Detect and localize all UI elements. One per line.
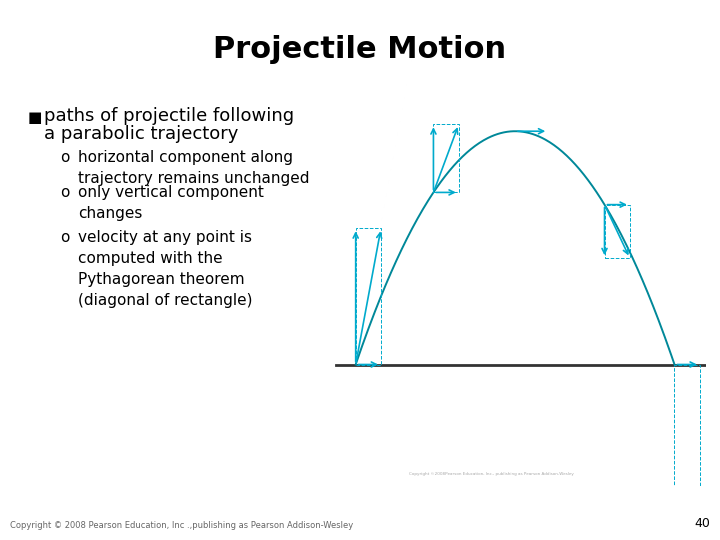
Bar [605,205,630,258]
Text: a parabolic trajectory: a parabolic trajectory [44,125,238,143]
Text: Copyright © 2008 Pearson Education, Inc .,publishing as Pearson Addison-Wesley: Copyright © 2008 Pearson Education, Inc … [10,521,354,530]
Text: o: o [60,230,69,245]
Text: velocity at any point is
computed with the
Pythagorean theorem
(diagonal of rect: velocity at any point is computed with t… [78,230,253,308]
Text: o: o [60,185,69,200]
Text: Projectile Motion: Projectile Motion [213,35,507,64]
Text: horizontal component along
trajectory remains unchanged: horizontal component along trajectory re… [78,150,310,186]
Text: o: o [60,150,69,165]
Text: 40: 40 [694,517,710,530]
Text: only vertical component
changes: only vertical component changes [78,185,264,221]
Text: ■: ■ [28,110,42,125]
Text: Copyright ©2008Pearson Education, Inc., publishing as Pearson Addison-Wesley: Copyright ©2008Pearson Education, Inc., … [410,472,574,476]
Bar [356,228,381,364]
Text: paths of projectile following: paths of projectile following [44,107,294,125]
Bar [433,124,459,192]
Bar [675,364,700,501]
